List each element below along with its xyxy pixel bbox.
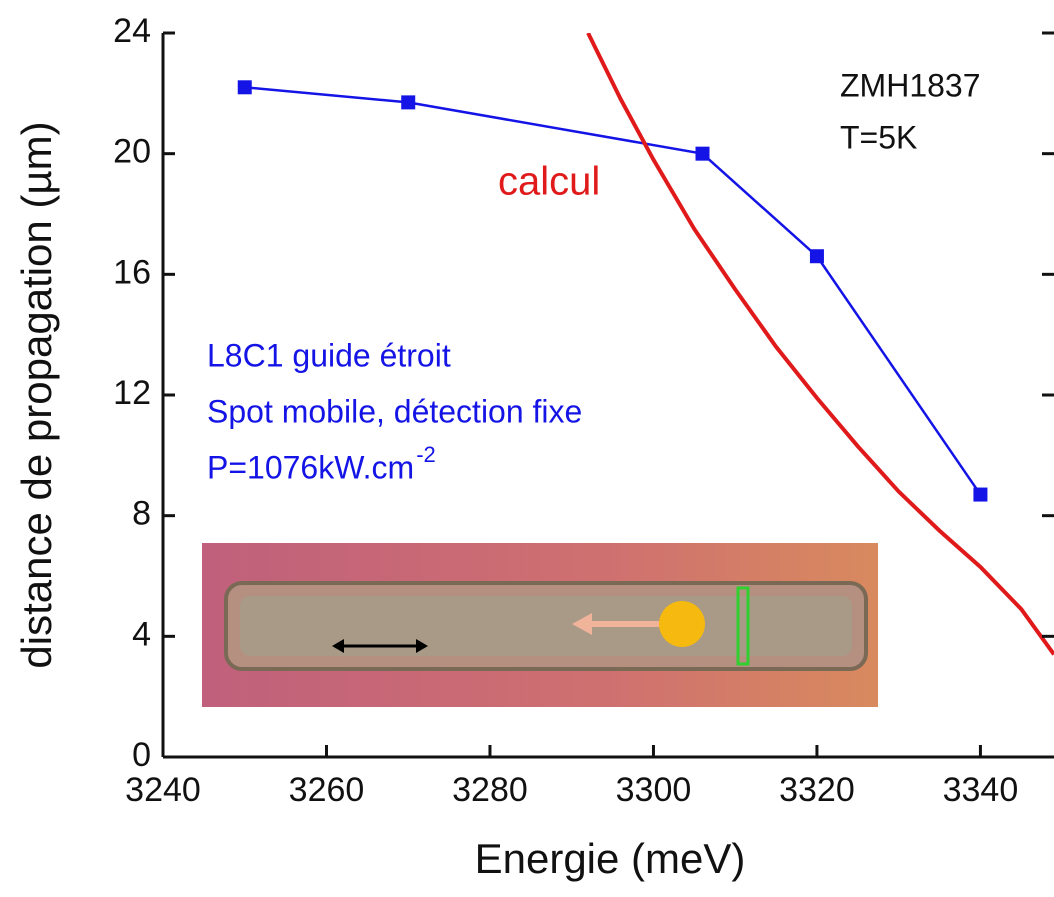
y-tick-label: 16 [113,253,151,291]
annotation-superscript: -2 [416,442,436,467]
y-tick-label: 24 [113,12,151,50]
x-tick-label: 3260 [289,771,365,809]
x-tick-label: 3300 [616,771,692,809]
legend-label: L8C1 guide étroit [207,337,451,373]
x-tick-label: 3240 [125,771,201,809]
spot-arrowhead [572,613,592,635]
x-tick-label: 3320 [779,771,855,809]
y-tick-label: 12 [113,374,151,412]
series-line [586,33,1054,656]
data-point [401,95,416,110]
x-tick-label: 3340 [943,771,1019,809]
annotation: ZMH1837 [840,67,981,103]
waveguide-core [240,596,852,656]
y-tick-label: 8 [132,495,151,533]
annotation: P=1076kW.cm [207,449,414,485]
y-tick-label: 20 [113,133,151,171]
inset-photo [202,543,878,707]
y-tick-label: 0 [132,736,151,774]
y-axis-title: distance de propagation (µm) [13,121,60,668]
data-point [695,146,710,161]
data-point [237,80,252,95]
annotation: Spot mobile, détection fixe [207,393,582,429]
data-point [809,249,824,264]
scale-bar-arrows [332,639,428,653]
plot-area [237,33,1054,656]
x-axis-title: Energie (meV) [475,835,746,882]
x-tick-label: 3280 [452,771,528,809]
y-tick-label: 4 [132,615,151,653]
data-point [973,487,988,502]
detection-marker [736,586,750,666]
spot [659,601,705,647]
annotation: T=5K [840,119,917,155]
legend-label: calcul [498,160,600,204]
